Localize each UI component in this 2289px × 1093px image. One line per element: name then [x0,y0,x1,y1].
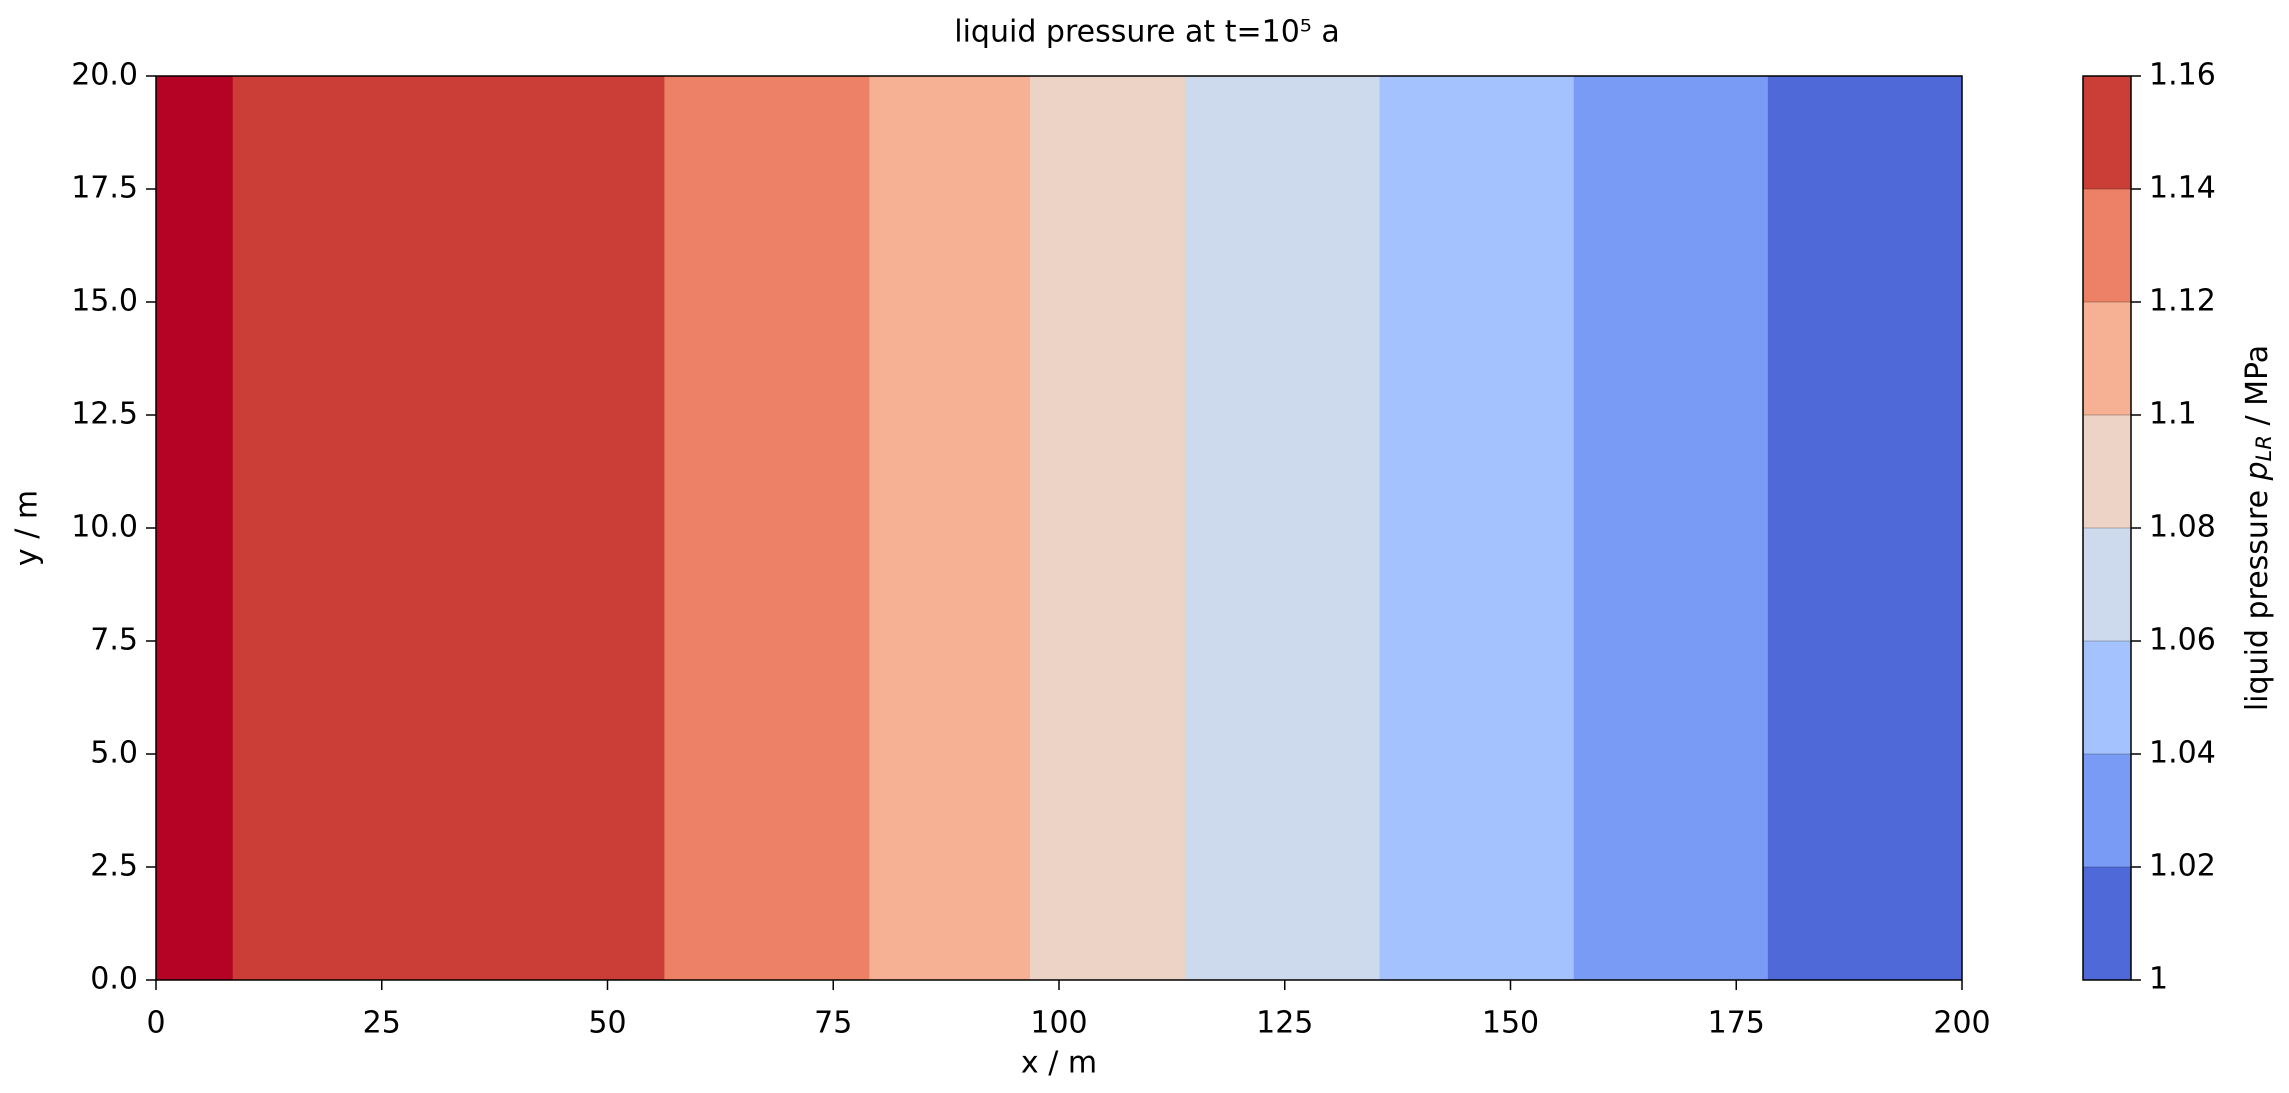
x-tick-label: 150 [1482,1006,1539,1041]
colorbar-tick-label: 1 [2149,962,2168,997]
colorbar-tick-label: 1.02 [2149,849,2216,884]
contour-region [869,76,1031,980]
x-tick-label: 25 [363,1006,401,1041]
contour-region [1030,76,1186,980]
colorbar-tick-label: 1.12 [2149,284,2216,319]
colorbar-tick-label: 1.06 [2149,623,2216,658]
colorbar-frame [2082,75,2132,981]
colorbar-label-subscript: LR [2252,435,2276,461]
colorbar-label: liquid pressure pLR / MPa [2240,345,2277,711]
y-tick-label: 12.5 [71,397,138,432]
colorbar-tick-label: 1.08 [2149,510,2216,545]
colorbar-segment [2083,415,2131,528]
contour-region [156,76,234,980]
colorbar-tick-label: 1.04 [2149,736,2216,771]
colorbar-segment [2083,302,2131,415]
y-tick-label: 20.0 [71,58,138,93]
contour-region [664,76,870,980]
contour-region [1185,76,1381,980]
contour-region [232,76,665,980]
y-tick-label: 10.0 [71,510,138,545]
x-tick-label: 75 [814,1006,852,1041]
x-tick-label: 100 [1030,1006,1087,1041]
colorbar-segment [2083,867,2131,980]
contour-region [1379,76,1575,980]
y-tick-label: 2.5 [90,849,138,884]
y-tick-label: 0.0 [90,962,138,997]
x-tick-label: 200 [1933,1006,1990,1041]
colorbar-segment [2083,528,2131,641]
colorbar-segment [2083,76,2131,189]
colorbar-segment [2083,754,2131,867]
colorbar-tick-label: 1.1 [2149,397,2197,432]
colorbar-label-symbol: p [2240,461,2275,481]
plot-frame [155,75,1963,981]
y-axis-label: y / m [10,490,45,566]
colorbar-tick-label: 1.16 [2149,58,2216,93]
y-tick-label: 17.5 [71,171,138,206]
x-tick-label: 0 [146,1006,165,1041]
chart-title: liquid pressure at t=10⁵ a [954,15,1339,50]
contour-region [1573,76,1769,980]
y-tick-label: 7.5 [90,623,138,658]
x-axis-label: x / m [1021,1046,1097,1081]
x-tick-label: 50 [588,1006,626,1041]
x-tick-label: 175 [1708,1006,1765,1041]
contour-region [1767,76,1963,980]
colorbar-segment [2083,189,2131,302]
colorbar-label-text: liquid pressure [2240,480,2275,711]
colorbar-segment [2083,641,2131,754]
x-tick-label: 125 [1256,1006,1313,1041]
colorbar-label-unit: / MPa [2240,345,2275,435]
y-tick-label: 15.0 [71,284,138,319]
y-tick-label: 5.0 [90,736,138,771]
colorbar-tick-label: 1.14 [2149,171,2216,206]
